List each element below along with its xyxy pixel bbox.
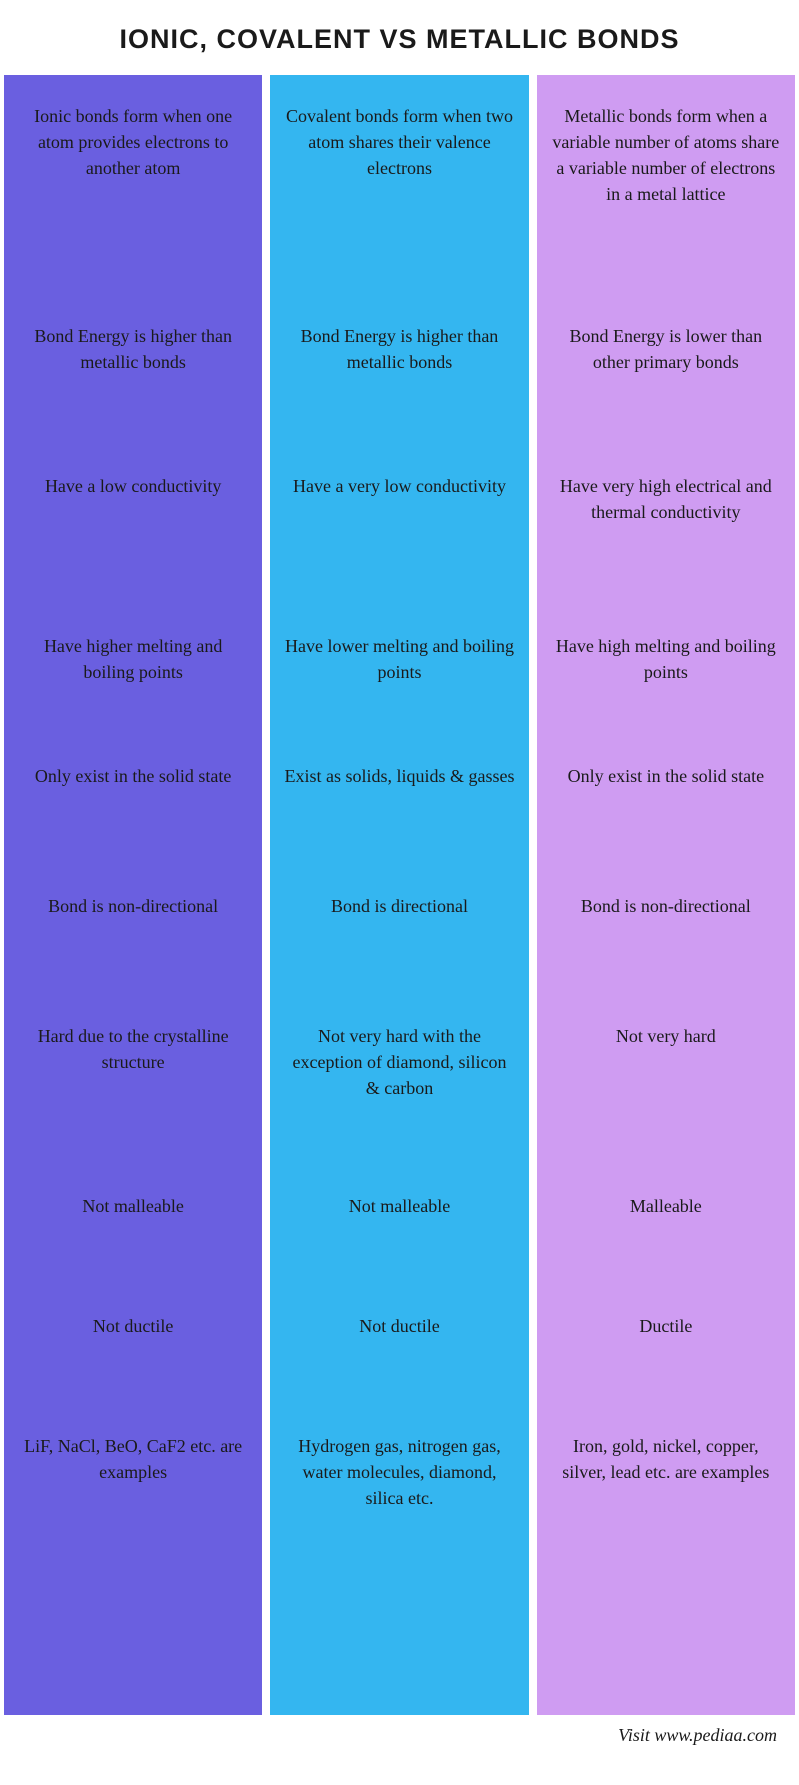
page-title: IONIC, COVALENT VS METALLIC BONDS — [0, 0, 799, 75]
cell: Not ductile — [270, 1285, 528, 1405]
cell: Not very hard with the exception of diam… — [270, 995, 528, 1165]
cell: Malleable — [537, 1165, 795, 1285]
cell: Hard due to the crystalline structure — [4, 995, 262, 1165]
cell: Bond is non-directional — [4, 865, 262, 995]
cell: Have lower melting and boiling points — [270, 605, 528, 735]
comparison-columns: Ionic bonds form when one atom provides … — [0, 75, 799, 1715]
cell: Not very hard — [537, 995, 795, 1165]
cell: Not malleable — [4, 1165, 262, 1285]
cell: Have higher melting and boiling points — [4, 605, 262, 735]
cell: Only exist in the solid state — [4, 735, 262, 865]
cell: Ductile — [537, 1285, 795, 1405]
cell: Ionic bonds form when one atom provides … — [4, 75, 262, 295]
cell: Covalent bonds form when two atom shares… — [270, 75, 528, 295]
cell: Have a low conductivity — [4, 445, 262, 605]
cell: Have a very low conductivity — [270, 445, 528, 605]
infographic-container: IONIC, COVALENT VS METALLIC BONDS Ionic … — [0, 0, 799, 1764]
cell: Have high melting and boiling points — [537, 605, 795, 735]
cell: Exist as solids, liquids & gasses — [270, 735, 528, 865]
column-0: Ionic bonds form when one atom provides … — [4, 75, 262, 1715]
cell: Bond is directional — [270, 865, 528, 995]
cell: LiF, NaCl, BeO, CaF2 etc. are examples — [4, 1405, 262, 1605]
cell: Bond Energy is lower than other primary … — [537, 295, 795, 445]
footer-credit: Visit www.pediaa.com — [0, 1715, 799, 1764]
cell: Metallic bonds form when a variable numb… — [537, 75, 795, 295]
cell: Bond Energy is higher than metallic bond… — [4, 295, 262, 445]
cell: Bond Energy is higher than metallic bond… — [270, 295, 528, 445]
cell: Iron, gold, nickel, copper, silver, lead… — [537, 1405, 795, 1605]
column-1: Covalent bonds form when two atom shares… — [270, 75, 528, 1715]
cell: Have very high electrical and thermal co… — [537, 445, 795, 605]
cell: Not malleable — [270, 1165, 528, 1285]
column-2: Metallic bonds form when a variable numb… — [537, 75, 795, 1715]
cell: Not ductile — [4, 1285, 262, 1405]
cell: Bond is non-directional — [537, 865, 795, 995]
cell: Only exist in the solid state — [537, 735, 795, 865]
cell: Hydrogen gas, nitrogen gas, water molecu… — [270, 1405, 528, 1605]
